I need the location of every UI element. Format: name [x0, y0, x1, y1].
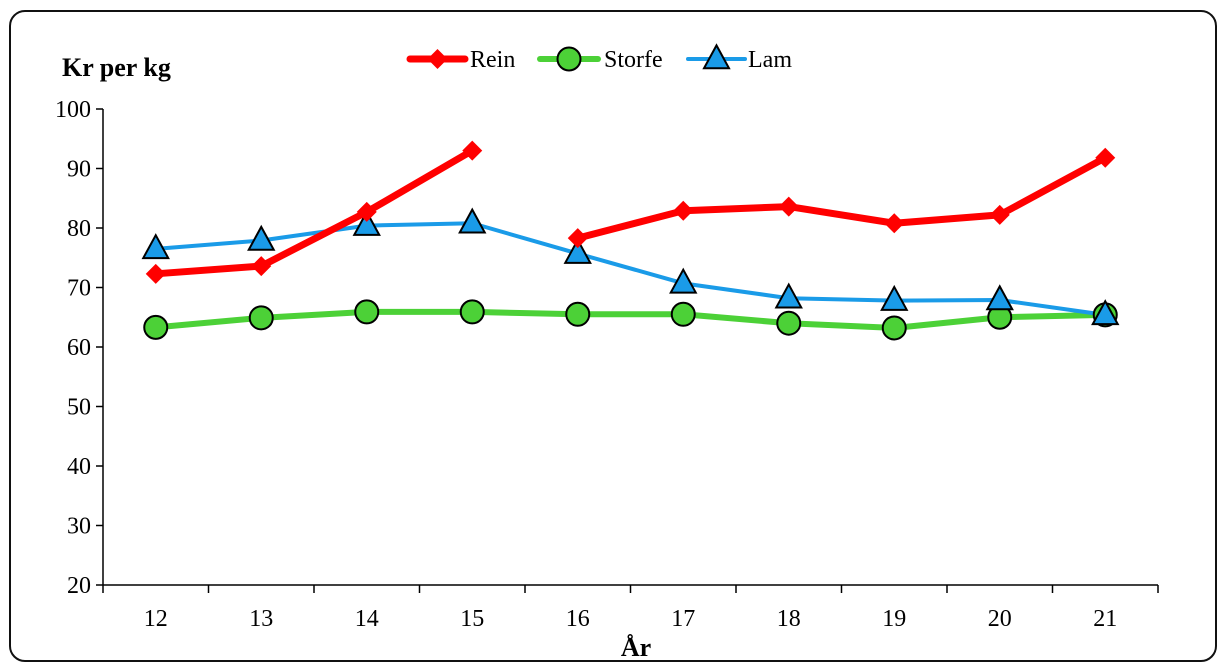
lam-line [153, 221, 1108, 317]
legend-label-rein: Rein [470, 47, 515, 73]
y-tick-label: 100 [55, 97, 91, 123]
rein-point [462, 140, 483, 161]
storfe-point [776, 310, 802, 336]
storfe-point [670, 301, 696, 327]
storfe-point [248, 305, 274, 331]
chart-frame [9, 10, 1217, 662]
lam-point [669, 267, 698, 294]
y-tick-label: 70 [67, 276, 91, 302]
x-tick-label: 15 [460, 606, 484, 632]
y-tick-label: 40 [67, 454, 91, 480]
x-tick-label: 20 [988, 606, 1012, 632]
legend-marker-lam [702, 43, 731, 70]
axes: 100 90 80 70 60 50 40 30 20 12 13 14 15 16 17 18 19 20 21 [55, 97, 1159, 632]
lam-point [458, 207, 487, 234]
y-tick-label: 50 [67, 395, 91, 421]
legend-marker-storfe [556, 46, 582, 72]
x-axis-title: År [621, 633, 651, 662]
rein-point [1095, 147, 1116, 168]
rein-point [778, 196, 799, 217]
lam-point [563, 237, 592, 264]
storfe-line [152, 308, 1109, 331]
series-markers [141, 140, 1120, 341]
lam-point [985, 284, 1014, 311]
rein-point [251, 256, 272, 277]
x-tick-label: 16 [566, 606, 590, 632]
x-tick-label: 21 [1093, 606, 1117, 632]
x-tick-label: 19 [882, 606, 906, 632]
y-tick-label: 30 [67, 514, 91, 540]
lam-point [141, 233, 170, 260]
lam-point [880, 284, 909, 311]
legend-label-storfe: Storfe [604, 47, 663, 73]
y-tick-label: 80 [67, 216, 91, 242]
storfe-point [881, 315, 907, 341]
x-tick-label: 14 [355, 606, 379, 632]
storfe-point [354, 299, 380, 325]
x-tick-label: 18 [777, 606, 801, 632]
rein-point [567, 228, 588, 249]
rein-point [145, 263, 166, 284]
lam-point [774, 282, 803, 309]
x-tick-label: 12 [144, 606, 168, 632]
lam-point [247, 224, 276, 251]
storfe-point [565, 301, 591, 327]
y-tick-label: 60 [67, 335, 91, 361]
legend-marker-rein [427, 49, 448, 69]
rein-point [673, 200, 694, 221]
x-tick-label: 17 [671, 606, 695, 632]
y-tick-label: 20 [67, 573, 91, 599]
x-tick-label: 13 [249, 606, 273, 632]
rein-point [884, 213, 905, 234]
lam-point [1091, 299, 1120, 326]
rein-line [152, 147, 476, 278]
rein-point [356, 201, 377, 222]
storfe-point [143, 314, 169, 340]
rein-point [989, 204, 1010, 225]
y-tick-label: 90 [67, 157, 91, 183]
legend: Rein Storfe Lam [406, 43, 792, 73]
y-axis-title: Kr per kg [62, 53, 171, 82]
lam-point [352, 209, 381, 236]
rein-line [574, 154, 1109, 242]
storfe-point [459, 299, 485, 325]
legend-label-lam: Lam [748, 47, 792, 73]
series-lines [152, 147, 1109, 331]
